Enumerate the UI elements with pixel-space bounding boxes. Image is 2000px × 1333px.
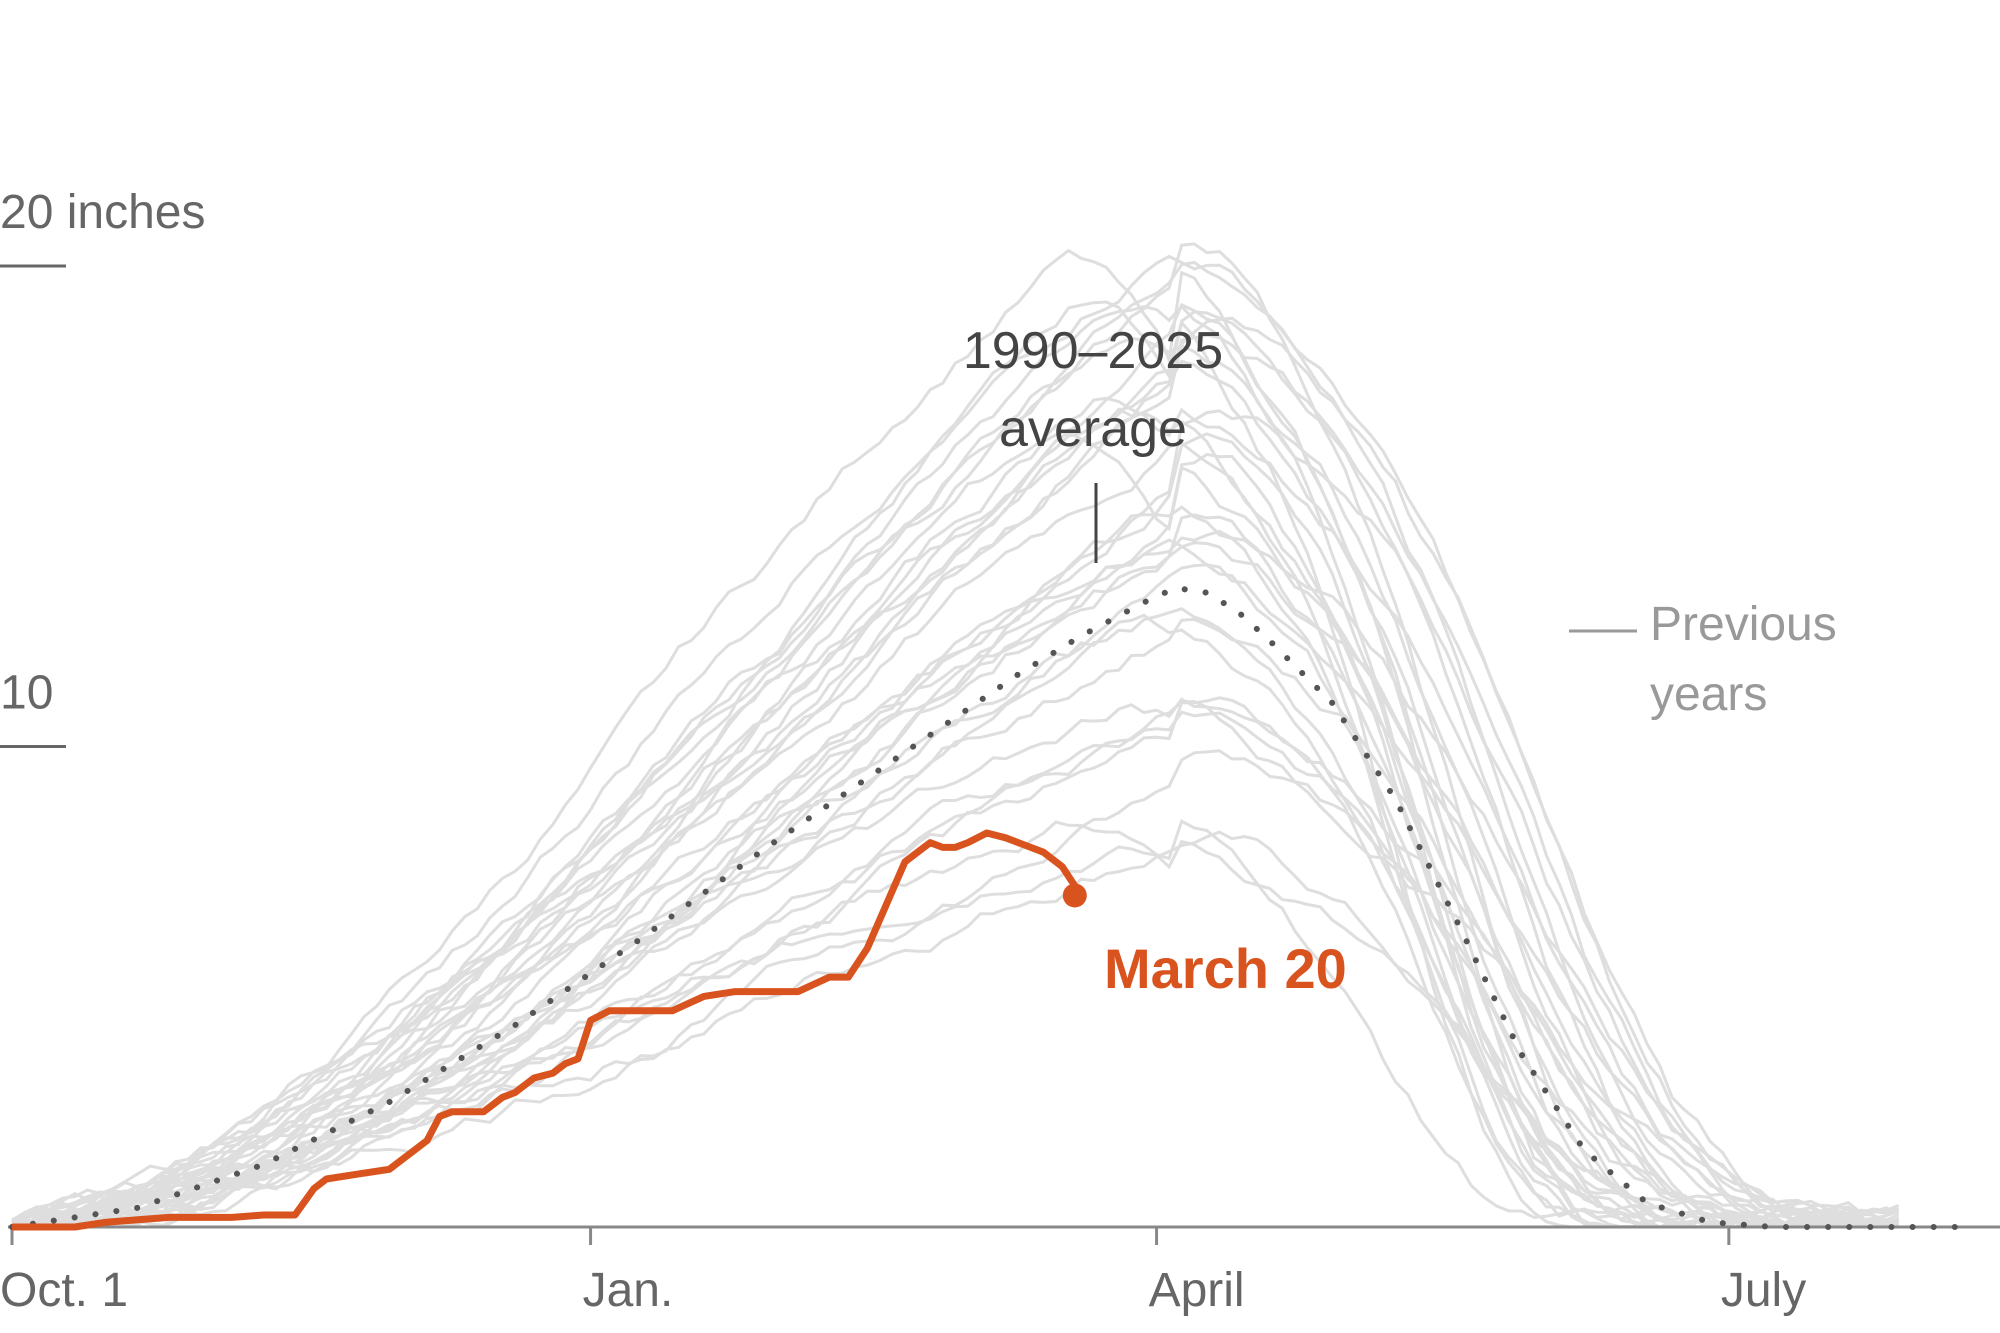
previous-years-annotation: Previous years <box>1569 598 1837 721</box>
previous-year-line <box>11 333 1899 1229</box>
previous-year-line <box>11 613 1899 1229</box>
previous-year-line <box>12 697 1899 1229</box>
previous-years-lines <box>11 242 1900 1229</box>
y-axis-ticks: 10 20 inches <box>0 186 205 748</box>
previous-year-line <box>12 529 1899 1229</box>
x-tick-label: April <box>1149 1264 1245 1317</box>
previous-year-line <box>11 310 1899 1229</box>
previous-year-line <box>11 248 1899 1229</box>
previous-years-label-line2: years <box>1650 668 1767 721</box>
previous-year-line <box>11 452 1899 1229</box>
current-year-endpoint-dot <box>1062 883 1087 908</box>
average-annotation: 1990–2025 average <box>963 322 1223 563</box>
average-line <box>9 584 1978 1230</box>
x-tick-label: Oct. 1 <box>0 1264 128 1317</box>
previous-year-line <box>11 430 1900 1229</box>
previous-year-line <box>12 700 1899 1229</box>
current-year-line <box>12 829 1085 1231</box>
x-tick-label: Jan. <box>583 1264 674 1317</box>
previous-year-line <box>11 563 1900 1224</box>
previous-year-line <box>12 316 1899 1229</box>
previous-year-line <box>11 839 1899 1229</box>
x-axis-ticks: Oct. 1 Jan. April July <box>0 1227 1806 1317</box>
previous-years-label-line1: Previous <box>1650 598 1837 651</box>
average-label-line1: 1990–2025 <box>963 322 1223 380</box>
current-date-label: March 20 <box>1104 937 1347 1000</box>
previous-year-line <box>11 409 1899 1229</box>
x-tick-label: July <box>1721 1264 1806 1317</box>
previous-year-line <box>11 242 1899 1227</box>
previous-year-line <box>11 696 1900 1229</box>
y-tick-label: 20 inches <box>0 186 205 239</box>
previous-year-line <box>11 407 1899 1229</box>
previous-year-line <box>11 710 1899 1229</box>
previous-year-line <box>11 749 1900 1229</box>
previous-year-line <box>12 432 1899 1229</box>
previous-year-line <box>11 254 1900 1223</box>
average-label-line2: average <box>999 400 1187 458</box>
previous-year-line <box>11 396 1899 1229</box>
y-tick-label: 10 <box>0 667 53 720</box>
